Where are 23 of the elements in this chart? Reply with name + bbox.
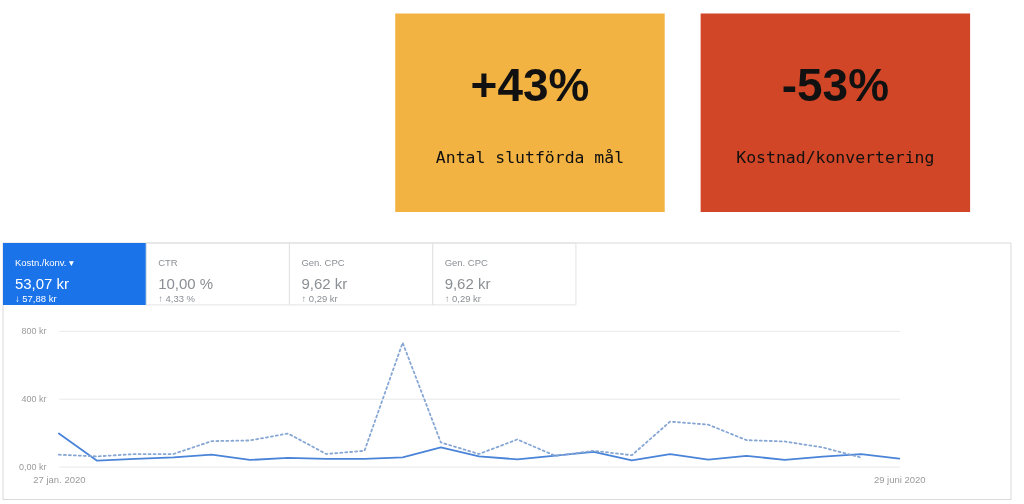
line-series <box>57 432 901 462</box>
text: +43% <box>470 59 590 112</box>
text: Kostn./konv. ▾ <box>14 256 74 268</box>
text: 10,00 % <box>158 274 214 292</box>
text: 9,62 kr <box>444 274 491 292</box>
line-series <box>57 341 862 459</box>
text: 9,62 kr <box>301 274 348 292</box>
x-tick-label: 29 juni 2020 <box>873 474 926 486</box>
text: ↑ 0,29 kr <box>301 292 338 304</box>
y-tick-label: 800 kr <box>21 326 47 337</box>
text: 53,07 kr <box>14 274 70 292</box>
text: -53% <box>781 59 889 112</box>
text: ↑ 0,29 kr <box>444 292 481 304</box>
y-tick-label: 0,00 kr <box>18 462 47 473</box>
text: CTR <box>158 256 178 268</box>
text: Kostnad/konvertering <box>736 148 935 168</box>
text: ↓ 57,88 kr <box>14 292 57 304</box>
text: Antal slutförda mål <box>435 148 625 168</box>
y-tick-label: 400 kr <box>21 394 47 405</box>
x-tick-label: 27 jan. 2020 <box>33 474 86 486</box>
text: Gen. CPC <box>444 256 488 268</box>
text: ↑ 4,33 % <box>158 292 196 304</box>
text: Gen. CPC <box>301 256 345 268</box>
